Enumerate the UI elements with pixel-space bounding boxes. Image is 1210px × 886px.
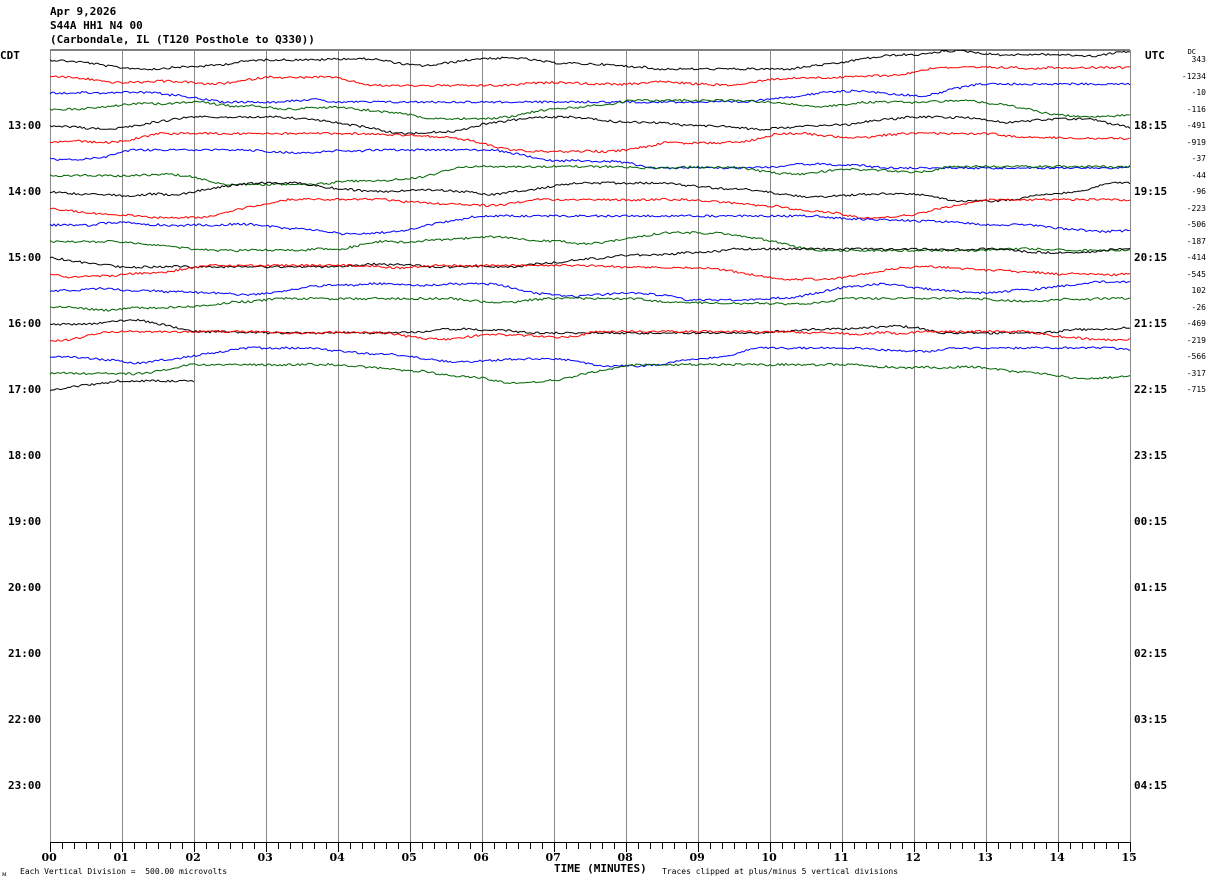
seismic-trace xyxy=(49,148,1131,170)
right-hour-label: 22:15 xyxy=(1134,383,1168,396)
dc-offset-label: -1234 xyxy=(1181,71,1206,81)
corner-mark: ᴍ xyxy=(2,870,7,878)
seismic-trace xyxy=(49,329,1131,342)
dc-offset-label: -715 xyxy=(1186,385,1206,394)
right-hour-label: 04:15 xyxy=(1134,779,1168,792)
left-hour-label: 15:00 xyxy=(8,251,42,264)
seismic-trace xyxy=(49,82,1131,104)
left-hour-label: 16:00 xyxy=(8,317,42,330)
seismic-trace xyxy=(49,231,1131,253)
right-hour-label: 19:15 xyxy=(1134,185,1168,198)
seismic-trace xyxy=(49,346,1131,368)
left-hour-label: 21:00 xyxy=(8,647,42,660)
x-tick-label: 10 xyxy=(761,851,777,864)
x-tick-label: 13 xyxy=(977,851,993,864)
x-axis-label: TIME (MINUTES) xyxy=(554,862,647,875)
left-hour-label: 17:00 xyxy=(8,383,42,396)
header-station: S44A HH1 N4 00 xyxy=(50,19,143,32)
dc-offset-label: -26 xyxy=(1191,302,1206,312)
dc-offset-label: -317 xyxy=(1186,368,1206,378)
right-hour-label: 00:15 xyxy=(1134,515,1168,528)
dc-offset-label: 102 xyxy=(1191,286,1206,295)
right-hour-label: 21:15 xyxy=(1134,317,1168,330)
dc-offset-label: -37 xyxy=(1191,154,1206,163)
seismic-trace xyxy=(49,379,195,392)
right-hour-label: 23:15 xyxy=(1134,449,1168,462)
seismic-trace xyxy=(49,115,1131,135)
x-tick-label: 03 xyxy=(257,851,273,864)
seismic-trace xyxy=(49,296,1131,312)
x-tick-label: 08 xyxy=(617,851,633,864)
dc-offset-label: -44 xyxy=(1191,170,1206,180)
left-hour-label: 13:00 xyxy=(8,119,42,132)
seismic-trace xyxy=(49,263,1131,281)
x-tick-label: 15 xyxy=(1121,851,1137,864)
dc-offset-label: -414 xyxy=(1186,253,1206,262)
left-hour-label: 20:00 xyxy=(8,581,42,594)
left-hour-label: 18:00 xyxy=(8,449,42,462)
left-timezone-label: CDT xyxy=(0,49,20,62)
seismic-trace xyxy=(49,214,1131,236)
dc-offset-label: -219 xyxy=(1186,335,1206,345)
right-hour-label: 20:15 xyxy=(1134,251,1168,264)
seismic-trace xyxy=(49,49,1131,71)
seismic-trace xyxy=(49,98,1131,121)
x-tick-label: 06 xyxy=(473,851,489,864)
dc-offset-label: -566 xyxy=(1186,352,1206,361)
left-hour-label: 22:00 xyxy=(8,713,42,726)
x-tick-label: 09 xyxy=(689,851,705,864)
x-tick-label: 05 xyxy=(401,851,417,864)
dc-offset-label: -469 xyxy=(1186,319,1206,328)
dc-offset-label: -187 xyxy=(1186,236,1206,246)
right-timezone-label: UTC xyxy=(1145,49,1165,62)
left-hour-label: 23:00 xyxy=(8,779,42,792)
dc-offset-label: -919 xyxy=(1186,137,1206,147)
seismic-trace xyxy=(49,181,1131,203)
dc-offset-label: 343 xyxy=(1191,55,1206,64)
seismic-trace xyxy=(49,362,1131,385)
seismic-trace xyxy=(50,65,1131,87)
dc-offset-label: -223 xyxy=(1186,203,1206,213)
seismic-trace xyxy=(49,164,1131,187)
dc-offset-label: -491 xyxy=(1186,121,1206,130)
x-tick-label: 14 xyxy=(1049,851,1065,864)
dc-offset-label: -545 xyxy=(1186,269,1206,279)
seismic-trace xyxy=(49,197,1131,220)
dc-offset-label: -10 xyxy=(1191,88,1206,97)
right-hour-label: 02:15 xyxy=(1134,647,1168,660)
left-hour-label: 14:00 xyxy=(8,185,42,198)
x-tick-label: 04 xyxy=(329,851,345,864)
right-hour-label: 01:15 xyxy=(1134,581,1168,594)
x-tick-label: 00 xyxy=(41,851,57,864)
seismic-trace xyxy=(49,131,1131,154)
x-tick-label: 11 xyxy=(833,851,849,864)
x-tick-label: 02 xyxy=(185,851,201,864)
right-hour-label: 18:15 xyxy=(1134,119,1168,132)
scale-note: Each Vertical Division = 500.00 microvol… xyxy=(20,867,228,876)
seismic-trace xyxy=(49,247,1131,269)
header-location: (Carbondale, IL (T120 Posthole to Q330)) xyxy=(50,33,315,46)
x-tick-label: 12 xyxy=(905,851,921,864)
dc-label: DC xyxy=(1187,48,1196,56)
clip-note: Traces clipped at plus/minus 5 vertical … xyxy=(662,867,899,876)
dc-offset-label: -116 xyxy=(1186,104,1206,114)
header-date: Apr 9,2026 xyxy=(50,5,117,18)
seismic-trace xyxy=(49,280,1131,302)
right-hour-label: 03:15 xyxy=(1134,713,1168,726)
x-tick-label: 01 xyxy=(113,851,129,864)
dc-offset-label: -506 xyxy=(1186,220,1206,229)
left-hour-label: 19:00 xyxy=(8,515,42,528)
x-tick-label: 07 xyxy=(545,851,561,864)
dc-offset-label: -96 xyxy=(1191,187,1206,196)
